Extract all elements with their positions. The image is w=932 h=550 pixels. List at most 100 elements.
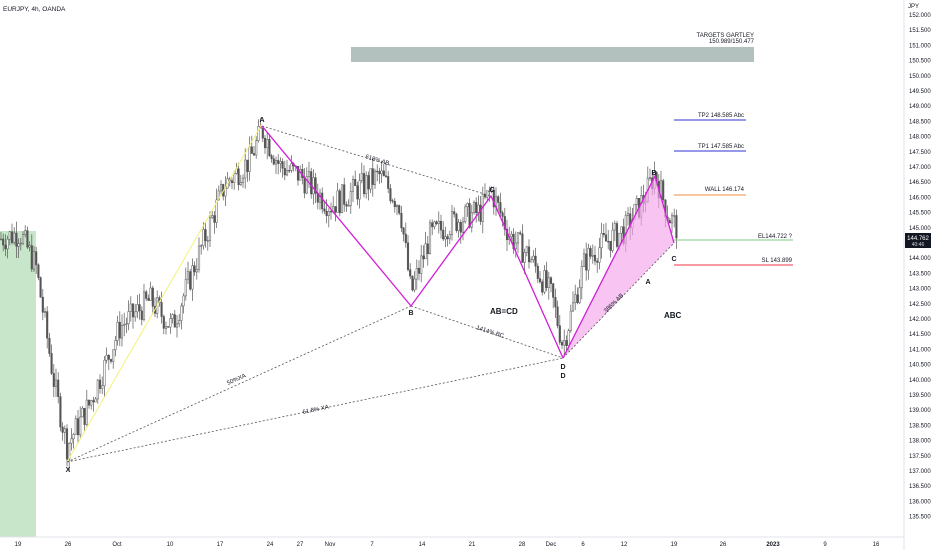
candle-body [349, 190, 352, 206]
candle-body [307, 171, 311, 177]
pattern-point-b: B [408, 310, 413, 317]
candle-body [534, 255, 537, 267]
candle-body [30, 245, 33, 270]
candle-body [626, 213, 630, 216]
abcd-pattern-line [261, 125, 564, 359]
candle-body [244, 159, 247, 179]
candle-body [37, 264, 40, 278]
candle-body [464, 206, 467, 223]
candle-body [343, 184, 346, 205]
candle-body [314, 177, 317, 194]
last-price-countdown: 40:46 [912, 242, 925, 248]
candle-body [149, 287, 152, 301]
candle-body [461, 221, 465, 233]
price-tick-label: 142.000 [909, 317, 931, 323]
price-tick-label: 143.000 [909, 287, 931, 293]
price-axis[interactable]: 152.000 151.500 151.000 150.500 150.000 149.5… [909, 13, 931, 521]
candle-body [277, 160, 280, 164]
pattern-point-x: X [66, 467, 71, 474]
price-tick-label: 149.000 [909, 104, 931, 110]
candle-body [530, 259, 533, 263]
candle-body [510, 233, 513, 237]
time-tick-label: 28 [519, 542, 526, 548]
time-axis[interactable]: 19 26 Oct 10 17 24 27 Nov 7 14 21 28 Dec 6 12 19 26 2023 9… [15, 542, 880, 548]
candle-body [393, 201, 396, 208]
candle-body [439, 220, 443, 231]
abc-pattern-fill [563, 176, 674, 358]
candle-body [422, 255, 425, 260]
candle-body [662, 180, 665, 201]
candle-body [246, 159, 249, 172]
candle-body [499, 202, 502, 214]
candle-body [230, 180, 234, 183]
pattern-point-d: D [560, 373, 565, 380]
candle-body [48, 337, 51, 354]
candle-body [611, 229, 614, 251]
candle-body [321, 192, 324, 210]
candle-body [160, 302, 163, 317]
pattern-point-a: A [259, 117, 264, 124]
candle-body [382, 170, 385, 177]
candle-body [428, 222, 432, 254]
candle-body [351, 179, 355, 192]
time-tick-label: 17 [217, 542, 224, 548]
time-tick-label: 19 [15, 542, 22, 548]
target-zone [351, 47, 754, 62]
pattern-point-b: B [651, 170, 656, 177]
fib-xa618-label: 61.8% XA [302, 405, 329, 416]
price-tick-label: 148.500 [909, 119, 931, 125]
candle-body [552, 283, 555, 298]
pattern-point-c: C [489, 187, 494, 194]
last-price-value: 144.762 [907, 236, 929, 242]
candle-body [204, 229, 207, 241]
candle-body [83, 407, 86, 425]
candle-body [329, 211, 333, 213]
candle-body [334, 206, 337, 213]
candle-body [312, 177, 315, 195]
candle-body [94, 398, 97, 403]
candle-body [59, 396, 62, 428]
candle-body [57, 379, 60, 397]
price-tick-label: 144.000 [909, 256, 931, 262]
candle-body [206, 240, 209, 242]
candle-body [136, 304, 139, 313]
candle-body [615, 223, 619, 247]
price-tick-label: 138.000 [909, 439, 931, 445]
time-tick-label: 12 [621, 542, 628, 548]
candle-body [129, 303, 132, 312]
candle-body [437, 220, 440, 225]
targets-title: TARGETS GARTLEY [697, 33, 754, 39]
candle-body [475, 202, 478, 214]
candle-body [186, 271, 190, 280]
candle-body [554, 297, 557, 308]
candle-body [213, 215, 216, 223]
candle-body [21, 234, 25, 244]
candle-body [384, 175, 388, 177]
xa-leg [66, 123, 263, 463]
candle-body [411, 275, 414, 291]
candle-body [450, 211, 454, 235]
candle-body [173, 314, 176, 328]
fib-xa50-label: 50%XA [226, 373, 247, 387]
price-tick-label: 136.000 [909, 499, 931, 505]
time-tick-label: 21 [469, 542, 476, 548]
candle-body [426, 243, 429, 254]
time-tick-label: 9 [823, 542, 827, 548]
fib-dashed-lines [66, 125, 675, 463]
price-tick-label: 148.000 [909, 135, 931, 141]
time-tick-label: 26 [720, 542, 727, 548]
candle-body [527, 246, 531, 263]
candle-body [2, 238, 5, 246]
candle-body [180, 305, 183, 321]
candle-body [587, 248, 590, 271]
candle-body [406, 242, 410, 270]
candles-group [0, 117, 678, 472]
candle-body [182, 295, 185, 307]
candle-body [448, 234, 451, 240]
candle-body [563, 340, 566, 346]
candle-body [567, 330, 570, 347]
candle-body [598, 247, 601, 263]
candle-body [536, 265, 539, 279]
candle-body [255, 140, 258, 156]
